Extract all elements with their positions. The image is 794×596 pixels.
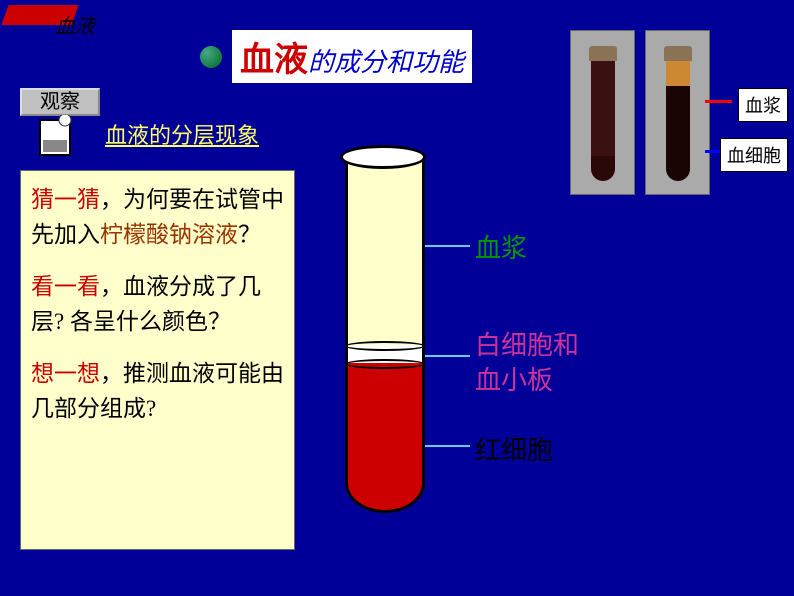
right-plasma-label: 血浆 xyxy=(738,88,788,122)
question-2: 看一看，血液分成了几层? 各呈什么颜色？ xyxy=(31,270,284,339)
q1-term: 柠檬酸钠溶液 xyxy=(100,222,238,247)
beaker-icon xyxy=(35,115,75,160)
tube1-bottom xyxy=(591,156,615,181)
photo-tube-2 xyxy=(645,30,710,195)
plasma-line xyxy=(425,245,470,247)
plasma-layer xyxy=(345,157,425,347)
plasma-pointer xyxy=(705,100,732,103)
tube-rim xyxy=(340,145,426,169)
title-bar: 血液 的成分和功能 xyxy=(200,30,472,83)
test-tube-diagram xyxy=(340,145,430,545)
rbc-line xyxy=(425,445,470,447)
right-cells-label: 血细胞 xyxy=(720,138,788,172)
tube1-cap xyxy=(589,46,617,61)
q2-lead: 看一看 xyxy=(31,274,100,299)
q3-lead: 想一想 xyxy=(31,361,100,386)
logo: 血液 xyxy=(5,5,105,45)
bullet-icon xyxy=(200,46,222,68)
plasma-label: 血浆 xyxy=(475,228,527,265)
question-3: 想一想，推测血液可能由几部分组成? xyxy=(31,357,284,426)
tube1-top xyxy=(591,61,615,156)
logo-text: 血液 xyxy=(55,10,95,39)
q1-lead: 猜一猜 xyxy=(31,187,100,212)
wbc-label-2: 血小板 xyxy=(475,360,553,397)
tube2-plasma xyxy=(666,61,690,86)
wbc-line xyxy=(425,355,470,357)
tube2-cells xyxy=(666,86,690,181)
wbc-label-1: 白细胞和 xyxy=(475,325,579,362)
observe-label: 观察 xyxy=(20,88,100,116)
photo-tube-1 xyxy=(570,30,635,195)
rbc-label: 红细胞 xyxy=(475,430,553,467)
divider-1 xyxy=(345,341,425,351)
title-main: 血液 xyxy=(240,32,308,81)
question-textbox: 猜一猜，为何要在试管中先加入柠檬酸钠溶液？ 看一看，血液分成了几层? 各呈什么颜… xyxy=(20,170,295,550)
q1-end: ？ xyxy=(238,222,261,247)
subtitle: 血液的分层现象 xyxy=(105,118,259,150)
question-1: 猜一猜，为何要在试管中先加入柠檬酸钠溶液？ xyxy=(31,183,284,252)
tube2-cap xyxy=(664,46,692,61)
divider-2 xyxy=(345,359,425,369)
title-box: 血液 的成分和功能 xyxy=(232,30,472,83)
title-sub: 的成分和功能 xyxy=(308,42,464,79)
rbc-layer xyxy=(345,363,425,513)
